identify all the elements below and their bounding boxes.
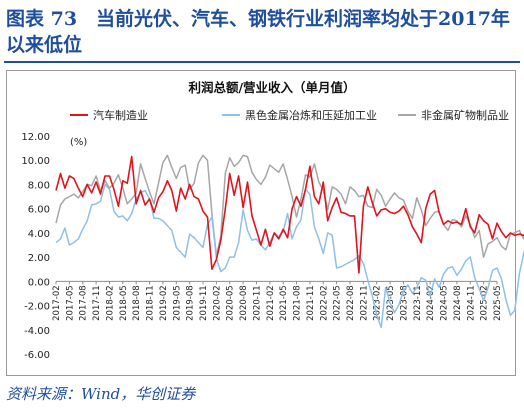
chart-frame [6, 70, 516, 376]
x-tick-label: 2025-02 [480, 285, 490, 321]
y-tick-label: 4.00 [28, 229, 50, 240]
x-tick-label: 2022-05 [333, 285, 343, 321]
x-tick-label: 2019-05 [172, 285, 182, 321]
x-tick-label: 2019-02 [159, 285, 169, 321]
x-tick-label: 2020-08 [239, 285, 249, 321]
x-tick-label: 2021-08 [293, 285, 303, 321]
x-tick-label: 2017-11 [92, 285, 102, 321]
x-tick-label: 2020-02 [212, 285, 222, 321]
x-tick-label: 2023-02 [373, 285, 383, 321]
x-tick-label: 2018-05 [119, 285, 129, 321]
unit-label: (%) [70, 137, 87, 148]
y-tick-label: 12.00 [21, 132, 50, 143]
figure-title: 图表 73 当前光伏、汽车、钢铁行业利润率均处于2017年以来低位 [6, 8, 510, 56]
y-tick-label: 8.00 [28, 180, 50, 191]
x-tick-label: 2022-11 [359, 285, 369, 321]
x-tick-label: 2025-05 [493, 285, 503, 321]
x-tick-label: 2018-11 [146, 285, 156, 321]
y-axis: 12.00 10.00 8.00 6.00 4.00 2.00 0.00 -2.00 -4.00… [21, 132, 50, 361]
x-tick-label: 2022-02 [319, 285, 329, 321]
x-tick-label: 2021-05 [279, 285, 289, 321]
chart-title: 利润总额/营业收入（单月值） [188, 80, 355, 95]
title-divider [4, 61, 520, 63]
legend-label: 非金属矿物制品业 [421, 108, 509, 122]
x-tick-label: 2020-11 [252, 285, 262, 321]
x-tick-label: 2017-02 [52, 285, 62, 321]
x-tick-label: 2024-05 [440, 285, 450, 321]
y-tick-label: 0.00 [28, 277, 50, 288]
y-tick-label: 2.00 [28, 253, 50, 264]
x-tick-label: 2019-08 [186, 285, 196, 321]
x-tick-label: 2024-11 [466, 285, 476, 321]
legend-label: 汽车制造业 [93, 108, 148, 122]
y-tick-label: 10.00 [21, 156, 50, 167]
source-note: 资料来源：Wind，华创证券 [6, 385, 196, 403]
y-tick-label: 6.00 [28, 205, 50, 216]
x-tick-label: 2023-08 [399, 285, 409, 321]
y-tick-label: -4.00 [24, 326, 50, 337]
series-line [55, 154, 524, 258]
x-tick-label: 2017-05 [65, 285, 75, 321]
legend-label: 黑色金属冶炼和压延加工业 [245, 108, 377, 122]
x-tick-label: 2022-08 [346, 285, 356, 321]
x-tick-label: 2018-02 [105, 285, 115, 321]
x-axis: 2017-02 2017-05 2017-08 2017-11 2018-02 2018-… [52, 280, 503, 321]
plot-lines [55, 154, 524, 329]
x-tick-label: 2019-11 [199, 285, 209, 321]
legend: 汽车制造业 黑色金属冶炼和压延加工业 非金属矿物制品业 [70, 108, 509, 122]
series-line [55, 155, 524, 274]
x-tick-label: 2024-02 [426, 285, 436, 321]
x-tick-label: 2017-08 [79, 285, 89, 321]
x-tick-label: 2021-02 [266, 285, 276, 321]
x-tick-label: 2024-08 [453, 285, 463, 321]
x-tick-label: 2021-11 [306, 285, 316, 321]
x-tick-label: 2023-05 [386, 285, 396, 321]
y-tick-label: -6.00 [24, 350, 50, 361]
x-tick-label: 2018-08 [132, 285, 142, 321]
x-tick-label: 2023-11 [413, 285, 423, 321]
y-tick-label: -2.00 [24, 302, 50, 313]
x-tick-label: 2020-05 [226, 285, 236, 321]
